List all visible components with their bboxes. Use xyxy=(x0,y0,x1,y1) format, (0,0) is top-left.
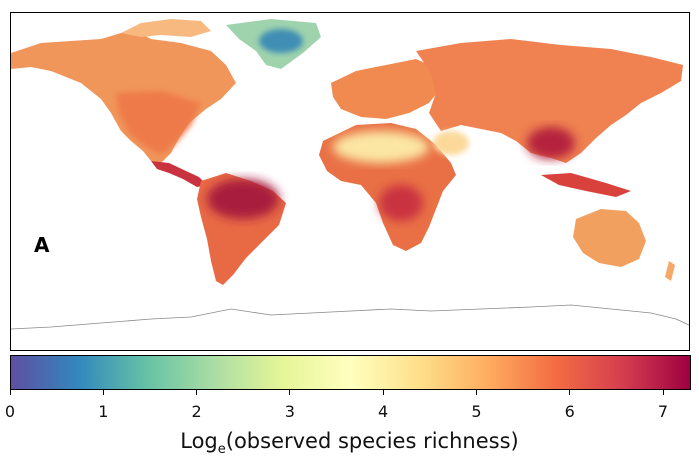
colorbar-tick-mark xyxy=(289,390,291,395)
world-map: A xyxy=(10,12,690,351)
amazon-hotspot xyxy=(207,179,279,219)
colorbar-title-rest: (observed species richness) xyxy=(225,429,519,453)
colorbar-tick-label: 3 xyxy=(284,402,295,421)
colorbar-title-subscript: e xyxy=(217,442,226,458)
australia xyxy=(573,209,646,267)
new-zealand xyxy=(665,261,675,281)
colorbar-tick-mark xyxy=(9,390,11,395)
map-svg xyxy=(11,19,689,330)
colorbar-tick-mark xyxy=(102,390,104,395)
colorbar-tick-mark xyxy=(196,390,198,395)
colorbar-tick-mark xyxy=(475,390,477,395)
greenland-core xyxy=(259,29,303,53)
asia xyxy=(416,39,683,163)
europe xyxy=(331,59,441,119)
colorbar-tick-label: 5 xyxy=(471,402,482,421)
arctic-islands xyxy=(121,19,211,37)
colorbar-tick-label: 6 xyxy=(564,402,575,421)
colorbar xyxy=(10,355,691,390)
colorbar-tick-label: 1 xyxy=(98,402,109,421)
maritime-southeast-asia xyxy=(541,173,631,197)
southeast-asia-hotspot xyxy=(527,127,575,159)
north-america-temperate xyxy=(116,91,201,155)
colorbar-tick-label: 0 xyxy=(4,402,16,421)
colorbar-tick-mark xyxy=(662,390,664,395)
colorbar-tick-mark xyxy=(382,390,384,395)
colorbar-tick-mark xyxy=(569,390,571,395)
colorbar-title-main: Log xyxy=(180,429,218,453)
colorbar-tick-label: 7 xyxy=(657,402,669,421)
antarctica-outline xyxy=(11,304,689,330)
arabian-desert xyxy=(433,131,469,155)
congo-hotspot xyxy=(379,185,423,221)
colorbar-title: Loge(observed species richness) xyxy=(0,429,699,457)
colorbar-tick-label: 2 xyxy=(191,402,202,421)
central-america xyxy=(151,161,207,187)
panel-label: A xyxy=(34,233,50,257)
colorbar-tick-label: 4 xyxy=(378,402,389,421)
sahara-desert xyxy=(333,131,429,163)
